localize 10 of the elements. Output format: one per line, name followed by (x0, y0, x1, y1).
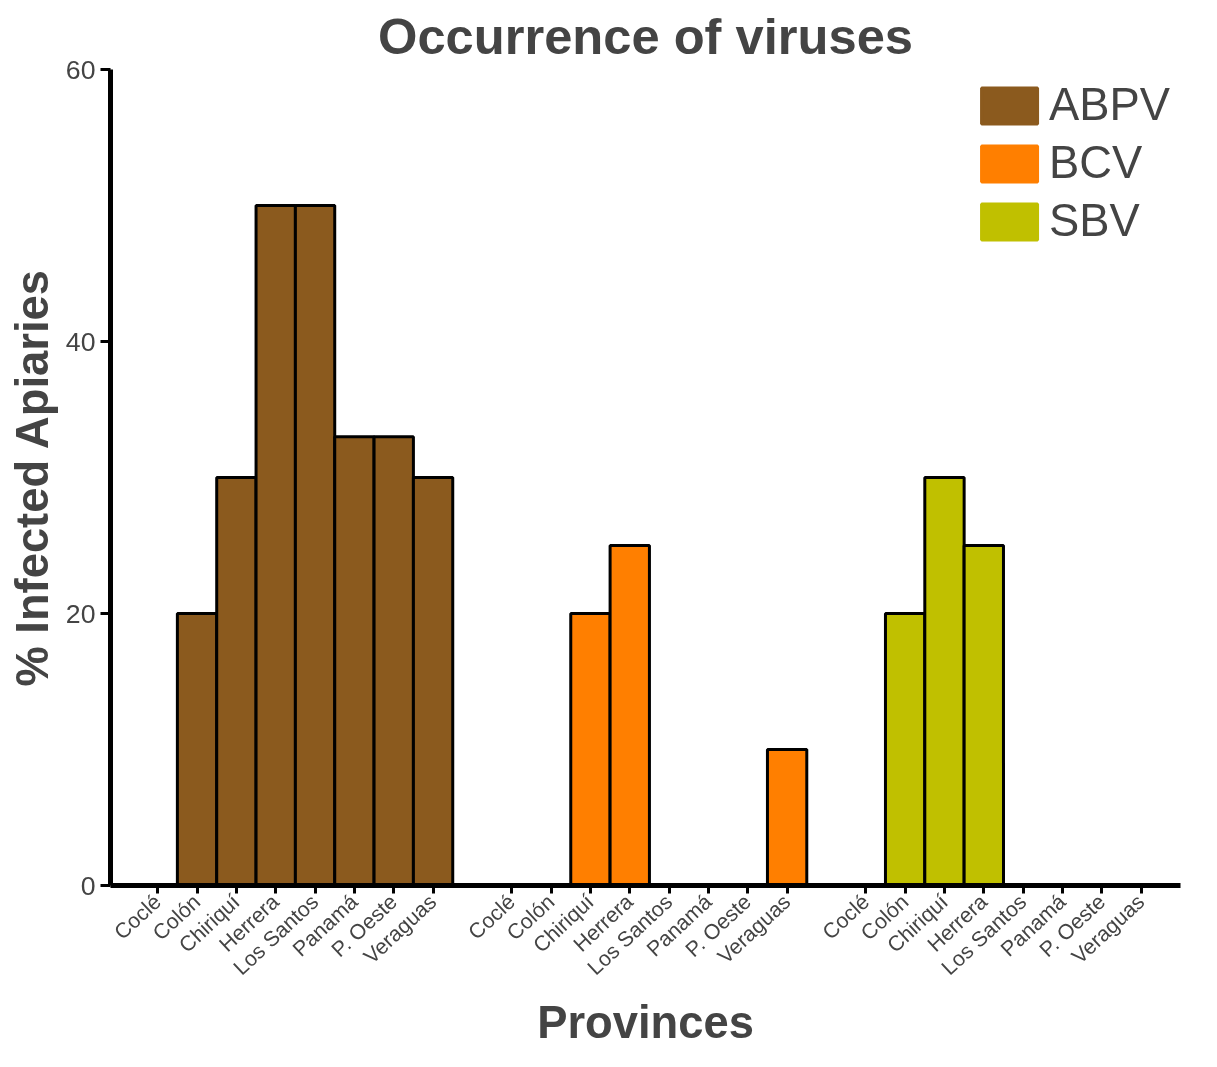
y-axis-title: % Infected Apiaries (6, 270, 58, 687)
chart-title: Occurrence of viruses (378, 7, 913, 65)
y-tick-label: 20 (65, 598, 96, 629)
y-tick-label: 40 (65, 326, 96, 357)
y-tick-label: 60 (65, 54, 96, 85)
legend-label: SBV (1049, 195, 1140, 247)
x-axis-title: Provinces (537, 996, 754, 1048)
legend-label: BCV (1049, 137, 1143, 189)
legend-label: ABPV (1049, 79, 1170, 131)
y-tick-label: 0 (80, 870, 96, 901)
